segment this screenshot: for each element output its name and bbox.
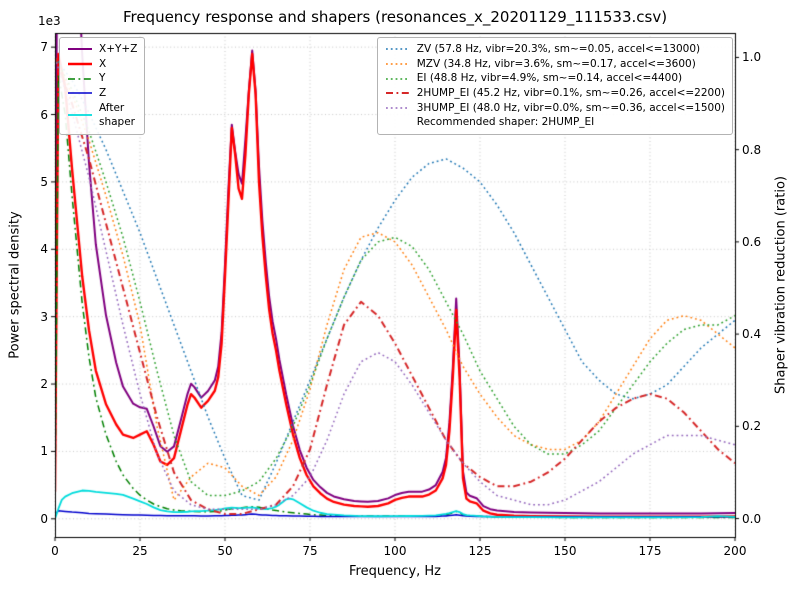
- legend-item: X: [66, 57, 137, 72]
- after_shaper-legend-line: [68, 114, 92, 117]
- two_hump_ei-legend-line: [385, 92, 410, 95]
- legend-shaper-rows: ZV (57.8 Hz, vibr=20.3%, sm~=0.05, accel…: [384, 42, 725, 115]
- z-legend-line: [68, 92, 92, 95]
- left-y-tick-label: 2: [40, 377, 48, 392]
- legend-psd: X+Y+Z X Y Z After shaper: [59, 37, 146, 136]
- left-y-tick-label: 3: [40, 309, 48, 324]
- legend-item-label: X+Y+Z: [99, 43, 138, 55]
- legend-psd-rows: X+Y+Z X Y Z After shaper: [66, 42, 137, 130]
- right-y-tick-label: 1.0: [742, 50, 762, 65]
- legend-item: Z: [66, 86, 137, 101]
- legend-item-label: 3HUMP_EI (48.0 Hz, vibr=0.0%, sm~=0.36, …: [416, 101, 725, 114]
- legend-item-label: EI (48.8 Hz, vibr=4.9%, sm~=0.14, accel<…: [416, 72, 683, 85]
- ei-legend-line: [385, 77, 410, 80]
- x-tick-label: 25: [132, 544, 148, 558]
- x-axis-label: Frequency, Hz: [348, 564, 442, 579]
- axis-offset-text: 1e3: [38, 14, 61, 28]
- right-y-tick-label: 0.4: [742, 327, 762, 342]
- left-y-tick-label: 4: [40, 242, 48, 257]
- legend-item: 2HUMP_EI (45.2 Hz, vibr=0.1%, sm~=0.26, …: [384, 86, 725, 101]
- legend-item: 3HUMP_EI (48.0 Hz, vibr=0.0%, sm~=0.36, …: [384, 101, 725, 116]
- legend-item: X+Y+Z: [66, 42, 137, 57]
- left-y-tick-label: 7: [40, 40, 48, 55]
- legend-item-label: X: [99, 57, 107, 70]
- legend-item-label: After shaper: [99, 101, 136, 129]
- mzv-legend-line: [385, 63, 410, 65]
- legend-shapers: ZV (57.8 Hz, vibr=20.3%, sm~=0.05, accel…: [376, 37, 733, 136]
- left-y-tick-label: 1: [40, 444, 48, 459]
- left-y-tick-label: 5: [40, 174, 48, 189]
- x-tick-label: 200: [723, 544, 747, 558]
- legend-item-label: ZV (57.8 Hz, vibr=20.3%, sm~=0.05, accel…: [416, 43, 701, 55]
- left-y-axis-label: Power spectral density: [7, 211, 23, 359]
- right-y-tick-label: 0.8: [742, 142, 762, 157]
- x-tick-label: 50: [217, 544, 233, 558]
- right-y-tick-label: 0.6: [742, 234, 762, 249]
- legend-item: ZV (57.8 Hz, vibr=20.3%, sm~=0.05, accel…: [384, 42, 725, 57]
- x-tick-label: 100: [383, 544, 407, 558]
- x-legend-line: [68, 62, 92, 66]
- legend-item: Y: [66, 71, 137, 86]
- zv-legend-line: [385, 48, 410, 51]
- x-tick-label: 0: [51, 544, 59, 558]
- legend-item-label: 2HUMP_EI (45.2 Hz, vibr=0.1%, sm~=0.26, …: [416, 87, 725, 100]
- x-tick-label: 150: [553, 544, 577, 558]
- legend-item-label: MZV (34.8 Hz, vibr=3.6%, sm~=0.17, accel…: [416, 57, 696, 70]
- right-y-tick-label: 0.2: [742, 419, 762, 434]
- legend-item: After shaper: [66, 101, 137, 130]
- three_hump_ei-legend-line: [385, 107, 410, 109]
- legend-item-label: Y: [99, 72, 106, 85]
- x-tick-label: 125: [468, 544, 492, 558]
- recommended-shaper-note: Recommended shaper: 2HUMP_EI: [416, 116, 595, 129]
- legend-item-label: Z: [99, 87, 107, 100]
- y-legend-line: [68, 77, 92, 80]
- left-y-tick-label: 6: [40, 107, 48, 122]
- legend-item: EI (48.8 Hz, vibr=4.9%, sm~=0.14, accel<…: [384, 71, 725, 86]
- legend-item: MZV (34.8 Hz, vibr=3.6%, sm~=0.17, accel…: [384, 57, 725, 72]
- right-y-tick-label: 0.0: [742, 511, 762, 526]
- sum-legend-line: [68, 48, 92, 51]
- right-y-axis-label: Shaper vibration reduction (ratio): [773, 176, 789, 394]
- left-y-tick-label: 0: [40, 511, 48, 526]
- chart-title: Frequency response and shapers (resonanc…: [122, 8, 668, 26]
- x-tick-label: 75: [302, 544, 318, 558]
- x-tick-label: 175: [638, 544, 662, 558]
